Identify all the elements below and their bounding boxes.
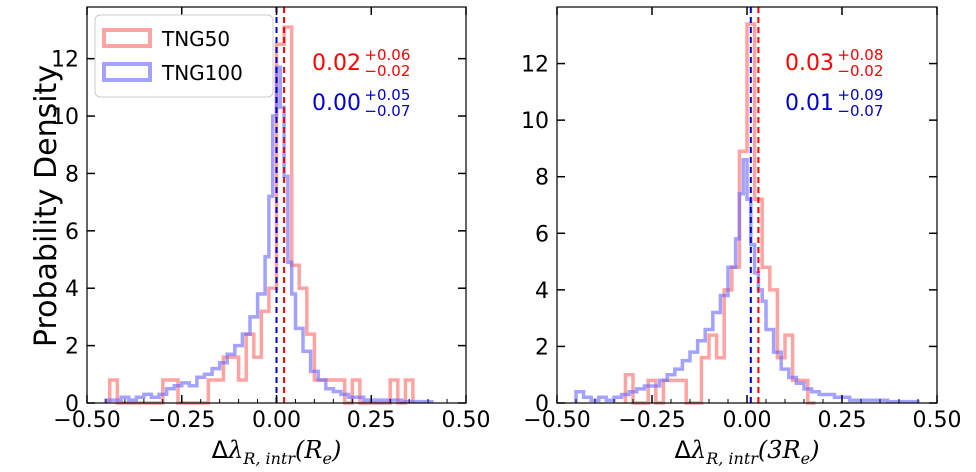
x-tick-label-panel-0: −0.25: [148, 408, 215, 433]
lower-error-panel-1: −0.07: [837, 102, 883, 120]
upper-error-panel-0: +0.06: [364, 46, 410, 64]
x-tick-label-panel-0: 0.50: [442, 408, 491, 433]
y-tick-label-panel-0: 2: [65, 335, 79, 360]
y-axis-label: Probability Density: [29, 65, 64, 347]
x-axis-label-panel-1: ΔλR, intr(3Re): [675, 436, 820, 468]
y-tick-label-panel-0: 8: [65, 162, 79, 187]
upper-error-panel-0: +0.05: [364, 86, 410, 104]
x-tick-label-panel-0: 0.25: [347, 408, 396, 433]
y-tick-label-panel-0: 0: [65, 392, 79, 417]
legend: TNG50 TNG100: [94, 14, 274, 98]
y-tick-label-panel-1: 10: [521, 109, 549, 134]
y-tick-label-panel-1: 4: [535, 279, 549, 304]
left-panel: −0.50 −0.25 0.00 0.25 0.50 0 2 4 6 8 10 12 ΔλR, intr…: [51, 6, 491, 468]
x-tick-label-panel-1: 0.50: [913, 408, 962, 433]
x-tick-label-panel-1: 0.25: [818, 408, 867, 433]
y-tick-label-panel-1: 0: [535, 392, 549, 417]
lower-error-panel-0: −0.07: [364, 102, 410, 120]
legend-swatch-tng100: [102, 62, 152, 82]
median-annotation-panel-0: 0.02: [312, 51, 361, 76]
median-annotation-panel-1: 0.01: [785, 91, 834, 116]
median-annotation-panel-1: 0.03: [785, 51, 834, 76]
upper-error-panel-1: +0.09: [837, 86, 883, 104]
histogram-tng50-panel-1: [623, 22, 816, 405]
y-tick-label-panel-0: 4: [65, 277, 79, 302]
histogram-tng100-panel-0: [104, 65, 434, 404]
x-tick-label-panel-0: −0.50: [53, 408, 120, 433]
y-tick-label-panel-0: 6: [65, 220, 79, 245]
y-tick-label-panel-1: 6: [535, 222, 549, 247]
y-tick-label-panel-0: 12: [51, 48, 79, 73]
y-tick-label-panel-1: 2: [535, 335, 549, 360]
y-tick-label-panel-1: 12: [521, 53, 549, 78]
lower-error-panel-0: −0.02: [364, 62, 410, 80]
legend-swatch-tng50: [102, 28, 152, 48]
x-tick-label-panel-1: 0.00: [723, 408, 772, 433]
median-annotation-panel-0: 0.00: [312, 91, 361, 116]
x-tick-label-panel-0: 0.00: [252, 408, 301, 433]
histogram-tng100-panel-1: [574, 157, 920, 404]
legend-box: [94, 14, 274, 98]
y-tick-label-panel-1: 8: [535, 166, 549, 191]
x-axis-label-panel-0: ΔλR, intr(Re): [212, 436, 342, 468]
lower-error-panel-1: −0.02: [837, 62, 883, 80]
y-tick-label-panel-0: 10: [51, 105, 79, 130]
legend-label-tng50: TNG50: [161, 27, 230, 51]
x-tick-label-panel-1: −0.25: [618, 408, 685, 433]
legend-label-tng100: TNG100: [161, 61, 243, 85]
x-tick-label-panel-1: −0.50: [523, 408, 590, 433]
upper-error-panel-1: +0.08: [837, 46, 883, 64]
right-panel: −0.50 −0.25 0.00 0.25 0.50 0 2 4 6 8 10 12 ΔλR, intr…: [521, 6, 962, 468]
